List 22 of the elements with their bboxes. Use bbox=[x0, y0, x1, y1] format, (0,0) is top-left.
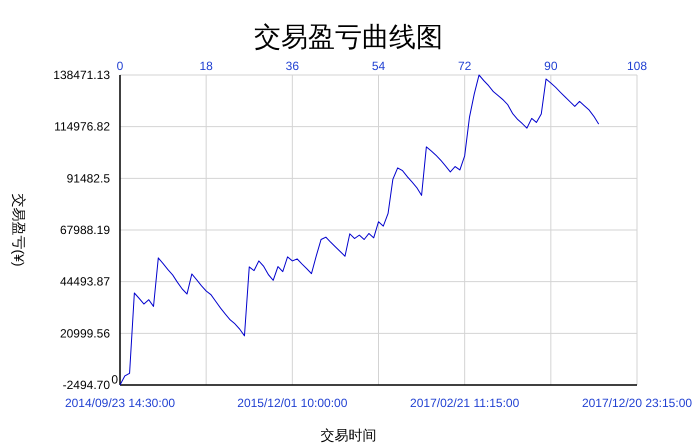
y-axis-title: 交易盈亏(¥) bbox=[11, 193, 27, 267]
x-tick-label: 108 bbox=[626, 59, 648, 73]
y-tick-label: 67988.19 bbox=[60, 223, 110, 237]
x-tick-label: 36 bbox=[286, 59, 300, 73]
y-tick-label: 44493.87 bbox=[60, 274, 110, 289]
y-tick-label: 20999.56 bbox=[60, 326, 110, 340]
chart-title: 交易盈亏曲线图 bbox=[254, 22, 443, 52]
y-tick-label: 91482.5 bbox=[66, 171, 110, 186]
y-tick-label: 114976.82 bbox=[54, 120, 110, 134]
x-tick-label: 72 bbox=[458, 59, 472, 73]
text: 2014/09/23 14:30:00 bbox=[64, 396, 176, 410]
y-tick-label: 138471.13 bbox=[53, 68, 110, 82]
x-tick-label: 54 bbox=[372, 59, 386, 73]
text: 2017/12/20 23:15:00 bbox=[582, 396, 692, 410]
x-tick-label: 18 bbox=[199, 59, 214, 73]
x-axis-title: 交易时间 bbox=[320, 427, 376, 443]
x-tick-label: 0 bbox=[116, 59, 124, 73]
x-tick-label: 90 bbox=[544, 59, 558, 73]
text: 2017/02/21 11:15:00 bbox=[410, 396, 520, 410]
annotation: 0 bbox=[111, 372, 118, 387]
y-tick-label: -2494.70 bbox=[62, 378, 110, 392]
text: 2015/12/01 10:00:00 bbox=[237, 396, 348, 410]
